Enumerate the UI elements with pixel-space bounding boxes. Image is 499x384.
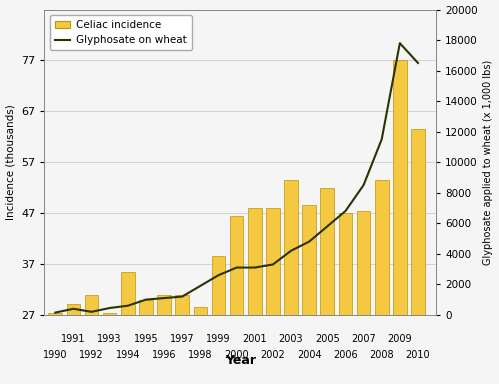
Bar: [66, 304, 80, 384]
Text: 2009: 2009: [388, 334, 412, 344]
Text: 1997: 1997: [170, 334, 195, 344]
Bar: [176, 295, 189, 384]
Bar: [194, 307, 207, 384]
Text: 1993: 1993: [97, 334, 122, 344]
Legend: Celiac incidence, Glyphosate on wheat: Celiac incidence, Glyphosate on wheat: [49, 15, 192, 50]
Bar: [284, 180, 298, 384]
Text: 2001: 2001: [243, 334, 267, 344]
Text: 2004: 2004: [297, 349, 321, 359]
Text: 2007: 2007: [351, 334, 376, 344]
Bar: [230, 216, 244, 384]
Bar: [121, 271, 135, 384]
Bar: [302, 205, 316, 384]
Bar: [339, 213, 352, 384]
Text: 2010: 2010: [406, 349, 430, 359]
Text: 2003: 2003: [279, 334, 303, 344]
Text: 2000: 2000: [225, 349, 249, 359]
Text: 1995: 1995: [134, 334, 158, 344]
Text: 2002: 2002: [260, 349, 285, 359]
Text: 1990: 1990: [43, 349, 67, 359]
Bar: [248, 208, 261, 384]
X-axis label: Year: Year: [225, 354, 256, 367]
Text: 1996: 1996: [152, 349, 176, 359]
Bar: [212, 257, 225, 384]
Bar: [357, 210, 370, 384]
Bar: [85, 295, 98, 384]
Text: 1994: 1994: [116, 349, 140, 359]
Bar: [48, 313, 62, 384]
Bar: [157, 295, 171, 384]
Text: 1991: 1991: [61, 334, 86, 344]
Y-axis label: Incidence (thousands): Incidence (thousands): [5, 104, 15, 220]
Bar: [103, 313, 116, 384]
Text: 2005: 2005: [315, 334, 340, 344]
Bar: [266, 208, 280, 384]
Text: 1998: 1998: [188, 349, 213, 359]
Text: 1999: 1999: [206, 334, 231, 344]
Bar: [411, 129, 425, 384]
Text: 1992: 1992: [79, 349, 104, 359]
Text: 2006: 2006: [333, 349, 358, 359]
Bar: [375, 180, 389, 384]
Bar: [393, 60, 407, 384]
Y-axis label: Glyphosate applied to wheat (x 1,000 lbs): Glyphosate applied to wheat (x 1,000 lbs…: [484, 60, 494, 265]
Bar: [320, 188, 334, 384]
Text: 2008: 2008: [369, 349, 394, 359]
Bar: [139, 300, 153, 384]
